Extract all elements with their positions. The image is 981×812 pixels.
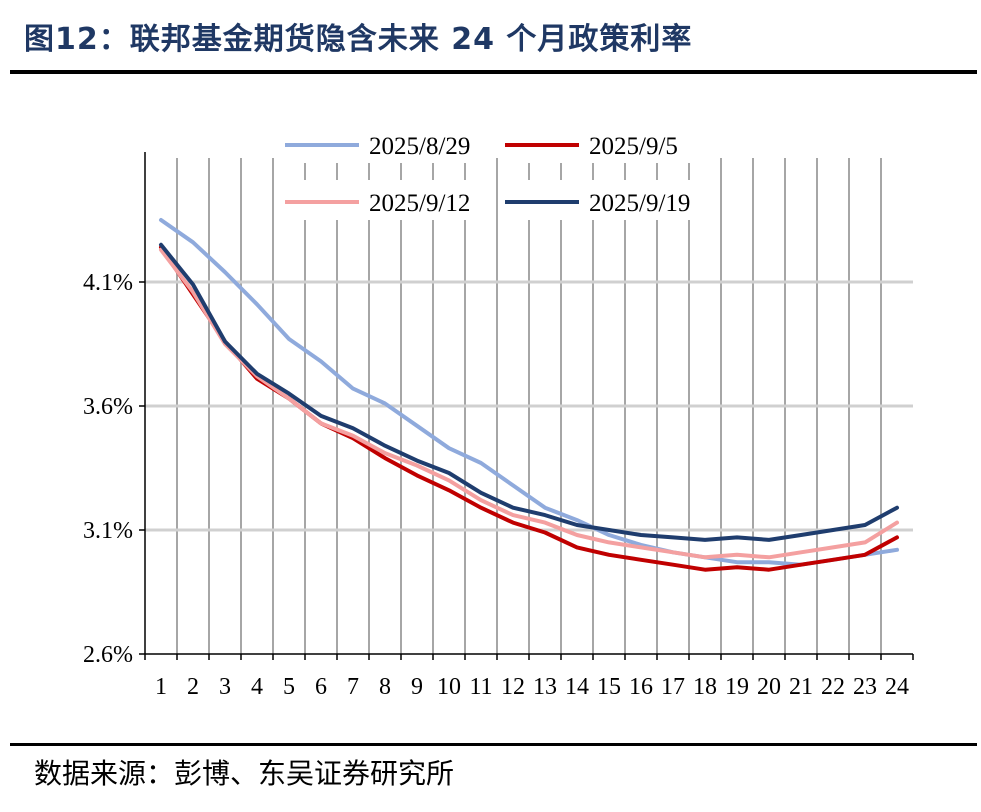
x-tick-label: 2 <box>187 674 199 700</box>
bottom-rule <box>10 743 977 746</box>
x-tick-label: 17 <box>661 674 685 700</box>
top-rule <box>10 70 977 74</box>
y-tick-label: 2.6% <box>83 642 133 668</box>
source-note: 数据来源：彭博、东吴证券研究所 <box>34 757 455 790</box>
series-layer <box>159 218 899 572</box>
y-tick-label: 3.1% <box>83 518 133 544</box>
x-tick-label: 7 <box>347 674 359 700</box>
x-tick-label: 4 <box>251 674 263 700</box>
x-tick-label: 15 <box>597 674 621 700</box>
x-tick-label: 1 <box>155 674 167 700</box>
x-tick-label: 23 <box>853 674 877 700</box>
x-tick-label: 22 <box>821 674 845 700</box>
x-tick-label: 13 <box>533 674 557 700</box>
x-tick-label: 8 <box>379 674 391 700</box>
x-tick-label: 18 <box>693 674 717 700</box>
x-tick-label: 5 <box>283 674 295 700</box>
x-tick-label: 9 <box>411 674 423 700</box>
x-tick-label: 12 <box>501 674 525 700</box>
x-tick-label: 21 <box>789 674 813 700</box>
x-tick-label: 6 <box>315 674 327 700</box>
line-chart: 2.6%3.1%3.6%4.1%1 2 3 4 5 6 7 8 9 10 11 12 13 14 15 16 1… <box>83 123 914 700</box>
x-tick-label: 24 <box>885 674 909 700</box>
x-tick-label: 11 <box>469 674 492 700</box>
x-tick-label: 14 <box>565 674 589 700</box>
legend-label: 2025/9/19 <box>589 190 690 217</box>
axis-layer: 2.6%3.1%3.6%4.1%1 2 3 4 5 6 7 8 9 10 11 12 13 14 15 16 1… <box>83 152 914 700</box>
series-line <box>159 242 899 542</box>
figure-title: 图12：联邦基金期货隐含未来 24 个月政策利率 <box>24 22 693 57</box>
grid-layer <box>145 158 913 654</box>
legend-label: 2025/9/5 <box>589 133 678 160</box>
x-tick-label: 19 <box>725 674 749 700</box>
series-line <box>159 247 899 560</box>
x-tick-label: 3 <box>219 674 231 700</box>
x-tick-label: 16 <box>629 674 653 700</box>
legend-label: 2025/9/12 <box>369 190 470 217</box>
series-line <box>159 218 899 567</box>
legend-label: 2025/8/29 <box>369 133 470 160</box>
x-tick-label: 10 <box>437 674 461 700</box>
y-tick-label: 3.6% <box>83 394 133 420</box>
legend-layer: 2025/8/29 2025/9/5 2025/9/12 2025/9/19 <box>279 123 714 220</box>
y-tick-label: 4.1% <box>83 270 133 296</box>
x-tick-label: 20 <box>757 674 781 700</box>
